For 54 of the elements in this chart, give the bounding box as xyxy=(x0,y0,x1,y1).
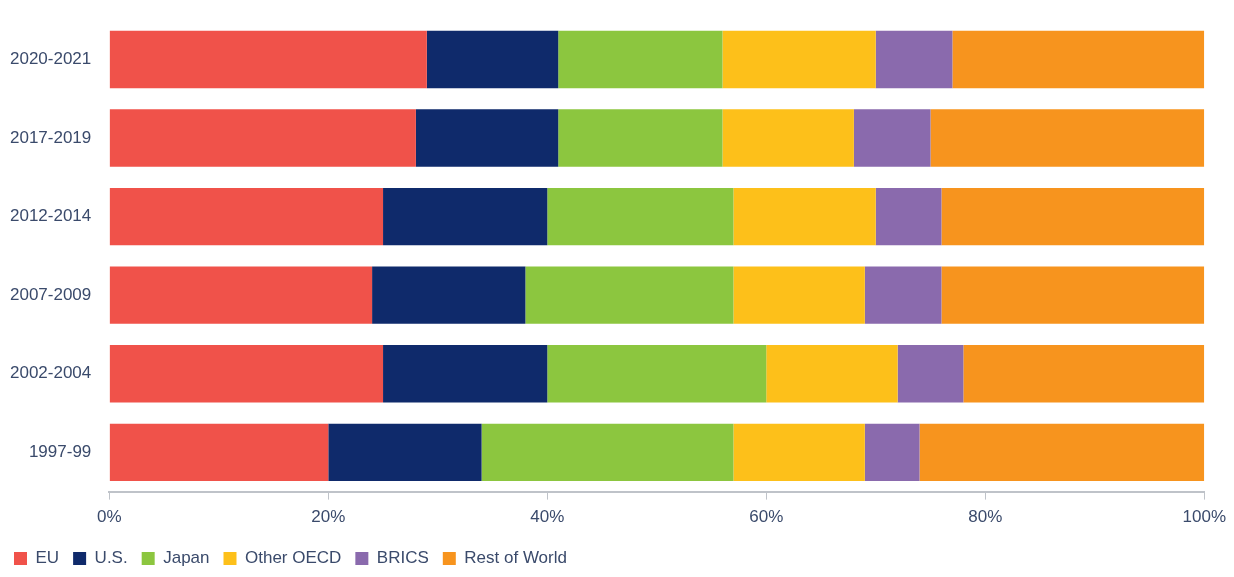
bar xyxy=(558,30,723,89)
bar xyxy=(109,109,416,167)
bar xyxy=(875,30,953,89)
bar xyxy=(952,30,1205,89)
bar xyxy=(864,423,920,481)
bar xyxy=(733,187,876,246)
bar xyxy=(415,109,559,167)
bar xyxy=(930,109,1205,167)
bar xyxy=(328,423,482,481)
bar xyxy=(372,266,526,324)
bar xyxy=(941,266,1205,324)
bar xyxy=(963,345,1205,403)
legend-label: EU xyxy=(35,548,60,568)
y-tick-label: 1997-99 xyxy=(28,442,92,461)
bar xyxy=(864,266,942,324)
bar xyxy=(109,30,427,89)
bar xyxy=(547,345,767,403)
bar xyxy=(853,109,931,167)
bar xyxy=(733,266,865,324)
bar xyxy=(481,423,734,481)
legend-label: Rest of World xyxy=(464,548,567,568)
bar xyxy=(547,187,734,246)
bar xyxy=(426,30,559,89)
bar xyxy=(875,187,942,246)
x-tick-label: 20% xyxy=(311,507,346,527)
y-tick-label: 2007-2009 xyxy=(9,284,92,304)
bar xyxy=(722,109,854,167)
bar xyxy=(383,187,548,246)
x-tick-label: 0% xyxy=(97,507,122,527)
bar xyxy=(558,109,723,167)
legend-label: Japan xyxy=(163,548,210,568)
legend-label: Other OECD xyxy=(245,548,342,568)
bar xyxy=(766,345,898,403)
bar xyxy=(109,266,373,324)
legend-label: U.S. xyxy=(94,548,128,568)
x-tick-label: 60% xyxy=(749,507,784,527)
bar xyxy=(109,345,384,403)
bar xyxy=(941,187,1205,246)
bar xyxy=(109,423,329,481)
x-tick-label: 40% xyxy=(530,507,565,527)
y-tick-label: 2017-2019 xyxy=(9,127,92,147)
bar xyxy=(722,30,876,89)
x-tick-label: 100% xyxy=(1182,507,1226,527)
bar xyxy=(525,266,734,324)
y-tick-label: 2012-2014 xyxy=(9,206,92,226)
x-tick-label: 80% xyxy=(968,507,1003,527)
y-tick-label: 2020-2021 xyxy=(9,49,92,69)
bar xyxy=(919,423,1205,481)
bar xyxy=(383,345,548,403)
bar xyxy=(109,187,384,246)
bar xyxy=(733,423,865,481)
legend-label: BRICS xyxy=(376,548,429,568)
bar xyxy=(897,345,964,403)
y-tick-label: 2002-2004 xyxy=(9,363,92,383)
